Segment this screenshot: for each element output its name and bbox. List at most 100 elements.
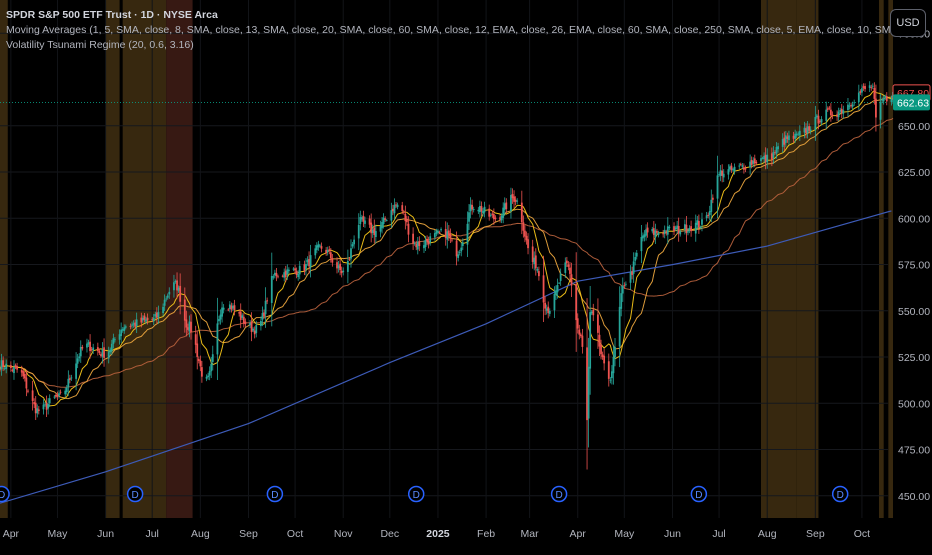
candle-body (711, 197, 714, 200)
candle-body (253, 330, 256, 335)
candle-body (413, 243, 416, 244)
candle-body (277, 276, 279, 278)
candle-body (286, 269, 289, 275)
candle-body (306, 259, 309, 263)
time-tick-label: Sep (239, 528, 258, 540)
candle-body (553, 293, 556, 311)
candle-body (701, 219, 703, 225)
candle-body (569, 267, 571, 274)
candle-body (423, 245, 425, 249)
time-tick-label: Feb (477, 528, 495, 540)
candle-body (738, 165, 741, 167)
candle-body (252, 328, 255, 331)
candle-body (109, 349, 112, 353)
candle-body (199, 360, 202, 367)
candle-body (143, 315, 146, 320)
candle-body (699, 226, 702, 228)
candle-body (589, 312, 592, 369)
candle-body (875, 98, 877, 118)
candle-body (781, 139, 784, 147)
candle-body (179, 285, 182, 302)
candle-body (492, 214, 495, 220)
candle-body (157, 312, 160, 318)
candle-body (110, 343, 113, 352)
candle-body (320, 246, 323, 249)
dividend-marker (0, 485, 10, 503)
candle-body (309, 255, 312, 268)
volatility-regime-indicator[interactable]: Volatility Tsunami Regime (20, 0.6, 3.16… (6, 39, 194, 51)
candle-body (555, 290, 557, 295)
candle-body (718, 174, 720, 175)
candle-body (2, 360, 5, 368)
regime-band (122, 0, 167, 518)
candle-body (581, 335, 584, 347)
candle-body (53, 396, 56, 398)
candle-body (44, 404, 46, 406)
candle-body (831, 114, 834, 116)
candle-body (803, 127, 806, 133)
candle-body (668, 226, 671, 229)
candle-body (503, 203, 506, 210)
dividend-marker (126, 485, 144, 503)
candle-body (438, 232, 441, 234)
candle-body (673, 226, 675, 232)
candle-body (455, 240, 458, 257)
candle-body (194, 334, 197, 345)
candle-body (570, 274, 573, 286)
candle-body (141, 317, 144, 321)
candle-body (42, 404, 45, 410)
candle-body (440, 229, 442, 231)
candle-body (101, 349, 104, 357)
candle-body (163, 299, 166, 306)
candle-body (135, 319, 138, 327)
candle-body (451, 239, 453, 241)
candle-body (651, 228, 654, 232)
candle-body (90, 349, 93, 350)
candle-body (848, 105, 851, 107)
time-tick-label: May (614, 528, 635, 540)
candle-body (502, 207, 505, 218)
currency-button[interactable]: USD (890, 9, 926, 37)
dividend-marker-label: D (555, 490, 562, 501)
price-tick-label: 475.00 (898, 445, 930, 457)
candle-body (96, 347, 99, 352)
candle-body (48, 398, 51, 404)
candle-body (798, 130, 801, 136)
candle-body (777, 146, 779, 150)
candle-body (89, 341, 91, 352)
regime-band (166, 0, 193, 518)
candle-body (326, 250, 329, 253)
candle-body (600, 344, 602, 355)
candle-body (402, 212, 405, 213)
candle-body (788, 135, 790, 141)
candle-body (795, 133, 798, 136)
candle-body (23, 373, 26, 379)
candle-body (98, 350, 101, 353)
candle-body (232, 305, 234, 309)
symbol-title[interactable]: SPDR S&P 500 ETF Trust · 1D · NYSE Arca (6, 9, 218, 21)
dividend-marker (831, 485, 849, 503)
candle-body (753, 158, 756, 164)
candle-body (847, 104, 849, 110)
candle-body (47, 404, 50, 409)
candle-body (666, 226, 669, 235)
candle-body (710, 199, 713, 212)
candle-body (359, 217, 362, 225)
candle-body (531, 246, 534, 262)
time-axis: Apr May Jun Jul Aug Sep Oct Nov Dec 2025 Feb Mar Apr… (3, 528, 870, 540)
price-tick-label: 525.00 (898, 352, 930, 364)
candle-body (145, 319, 147, 322)
candle-body (516, 200, 519, 202)
candle-body (750, 159, 753, 165)
candle-body (752, 160, 755, 164)
candle-body (241, 315, 244, 318)
candle-body (741, 165, 744, 167)
candle-body (112, 338, 115, 344)
candle-body (829, 109, 832, 116)
moving-averages-indicator[interactable]: Moving Averages (1, 5, SMA, close, 8, SM… (6, 24, 896, 36)
candle-body (154, 314, 157, 317)
candle-body (544, 302, 547, 309)
candle-body (261, 313, 264, 320)
